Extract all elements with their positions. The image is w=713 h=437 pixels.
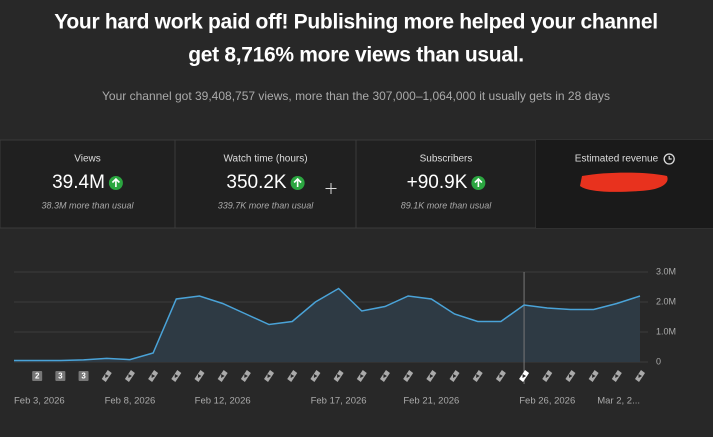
up-arrow-glyph xyxy=(111,177,120,187)
video-count: 3 xyxy=(81,372,86,381)
x-tick-label: Feb 21, 2026 xyxy=(403,396,459,407)
title: Your hard work paid off! Publishing more… xyxy=(54,11,658,34)
metric-note: 339.7K more than usual xyxy=(218,200,315,210)
x-tick-label: Feb 26, 2026 xyxy=(519,396,575,407)
metric-label: Views xyxy=(74,154,101,165)
shorts-play xyxy=(337,374,341,378)
shorts-play xyxy=(244,374,248,378)
area-line xyxy=(14,287,641,362)
metric-value: +90.9K xyxy=(407,172,468,193)
video-count: 3 xyxy=(58,372,63,381)
y-tick-label: 1.0M xyxy=(656,326,676,336)
shorts-play xyxy=(453,374,457,378)
up-arrow-glyph xyxy=(474,177,483,187)
shorts-play xyxy=(568,374,573,378)
cursor xyxy=(325,183,337,194)
title: get 8,716% more views than usual. xyxy=(188,44,524,67)
video-marker xyxy=(32,371,43,381)
metric-value: 39.4M xyxy=(52,172,105,193)
x-tick-label: Feb 3, 2026 xyxy=(14,396,65,407)
x-tick-label: Feb 12, 2026 xyxy=(195,396,251,407)
video-marker xyxy=(78,371,89,381)
y-tick-label: 3.0M xyxy=(656,266,676,276)
y-tick-label: 2.0M xyxy=(656,296,676,306)
shorts-play xyxy=(383,374,387,378)
redacted-value xyxy=(580,172,668,192)
shorts-play xyxy=(522,374,527,378)
shorts-play xyxy=(499,374,503,378)
shorts-play xyxy=(221,374,225,378)
shorts-play xyxy=(290,374,295,378)
metric-label: Subscribers xyxy=(420,154,473,165)
shorts-play xyxy=(615,374,619,378)
metric-note: 89.1K more than usual xyxy=(401,200,493,210)
x-tick-label: Mar 2, 2... xyxy=(597,396,640,407)
metric-label: Watch time (hours) xyxy=(223,154,307,165)
x-tick-label: Feb 17, 2026 xyxy=(311,396,367,407)
shorts-play xyxy=(197,374,202,378)
shorts-play xyxy=(592,374,596,378)
shorts-play xyxy=(545,374,550,378)
shorts-play xyxy=(151,374,156,378)
views-chart: 0 1.0M 2.0M 3.0M 2 3 3 Feb 3, 2026 Feb 8, 2026 Fe… xyxy=(14,266,676,407)
shorts-play xyxy=(360,374,364,378)
metric-cards: Views 39.4M 38.3M more than usual Watch tim… xyxy=(41,140,713,228)
up-arrow-glyph xyxy=(293,177,302,187)
shorts-play xyxy=(313,374,318,378)
shorts-play xyxy=(267,374,272,378)
metric-value: 350.2K xyxy=(226,172,287,193)
metric-label: Estimated revenue xyxy=(575,154,659,165)
shorts-play xyxy=(638,374,642,378)
y-tick-label: 0 xyxy=(656,356,661,366)
metric-note: 38.3M more than usual xyxy=(41,200,134,210)
video-count: 2 xyxy=(35,372,40,381)
shorts-play xyxy=(128,374,132,378)
shorts-play xyxy=(476,374,480,378)
info-clock-icon xyxy=(663,153,675,165)
shorts-play xyxy=(174,374,179,378)
video-marker xyxy=(55,371,66,381)
area-fill xyxy=(14,288,640,362)
shorts-play xyxy=(429,374,434,378)
clock-hand xyxy=(668,156,672,160)
subtitle: Your channel got 39,408,757 views, more … xyxy=(102,89,610,103)
shorts-play xyxy=(406,374,411,378)
x-tick-label: Feb 8, 2026 xyxy=(105,396,156,407)
shorts-play xyxy=(105,374,109,378)
